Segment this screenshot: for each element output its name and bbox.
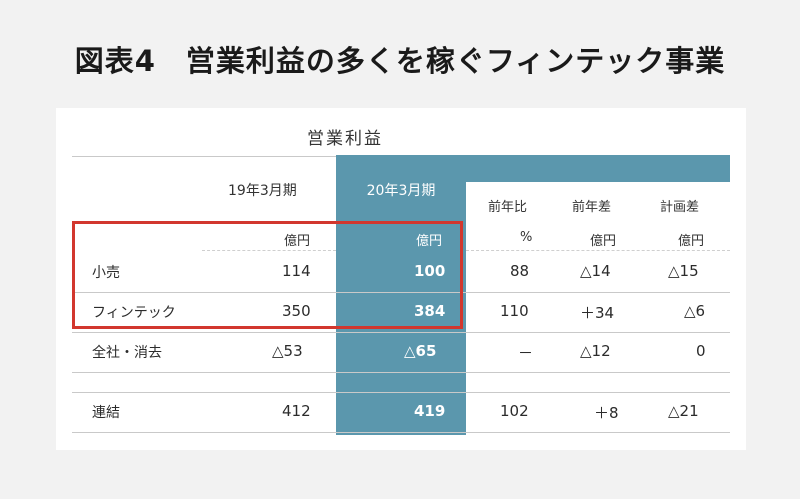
cell-fintech-yoy-ratio: 110 (500, 302, 529, 320)
cell-retail-yoy-ratio: 88 (510, 262, 530, 280)
cell-consolidated-plan-diff: △21 (668, 402, 699, 420)
unit-fy20: 億円 (416, 234, 443, 249)
table-title: 営業利益 (307, 129, 383, 149)
cell-consolidated-yoy-diff: ＋8 (594, 404, 619, 422)
unit-yoy-diff: 億円 (590, 234, 617, 249)
row-divider-1 (72, 292, 730, 293)
column-header-yoy-ratio: 前年比 (488, 200, 528, 215)
highlight-column (336, 155, 466, 435)
units-divider-right (466, 250, 730, 251)
cell-fintech-fy19: 350 (282, 302, 311, 320)
column-header-plan-diff: 計画差 (660, 200, 700, 215)
unit-plan-diff: 億円 (678, 234, 705, 249)
table-bottom-rule (72, 432, 730, 433)
cell-corporate-plan-diff: 0 (696, 342, 706, 360)
figure-title: 図表4 営業利益の多くを稼ぐフィンテック事業 (74, 44, 726, 78)
table-top-rule (72, 156, 336, 157)
cell-consolidated-fy20: 419 (414, 402, 446, 420)
column-header-fy19: 19年3月期 (228, 183, 297, 199)
units-divider (202, 250, 336, 251)
cell-retail-fy19: 114 (282, 262, 311, 280)
cell-retail-yoy-diff: △14 (580, 262, 611, 280)
unit-fy19: 億円 (284, 234, 311, 249)
cell-corporate-fy20: △65 (404, 342, 437, 360)
cell-corporate-yoy-diff: △12 (580, 342, 611, 360)
cell-fintech-yoy-diff: ＋34 (580, 304, 615, 322)
highlight-box (72, 221, 463, 329)
column-header-fy20: 20年3月期 (366, 183, 436, 199)
column-header-yoy-diff: 前年差 (572, 200, 612, 215)
cell-consolidated-yoy-ratio: 102 (500, 402, 529, 420)
row-label-consolidated: 連結 (92, 405, 120, 421)
row-label-retail: 小売 (92, 265, 120, 281)
cell-corporate-yoy-ratio: － (518, 344, 534, 362)
unit-yoy-ratio: % (520, 230, 533, 245)
cell-corporate-fy19: △53 (272, 342, 303, 360)
cell-retail-fy20: 100 (414, 262, 446, 280)
cell-consolidated-fy19: 412 (282, 402, 311, 420)
row-label-fintech: フィンテック (92, 305, 176, 321)
row-label-corporate-elim: 全社・消去 (92, 345, 162, 361)
cell-fintech-plan-diff: △6 (684, 302, 706, 320)
row-divider-2 (72, 332, 730, 333)
cell-retail-plan-diff: △15 (668, 262, 699, 280)
cell-fintech-fy20: 384 (414, 302, 446, 320)
row-divider-4 (72, 392, 730, 393)
row-divider-3 (72, 372, 730, 373)
highlight-header-band (466, 155, 730, 182)
